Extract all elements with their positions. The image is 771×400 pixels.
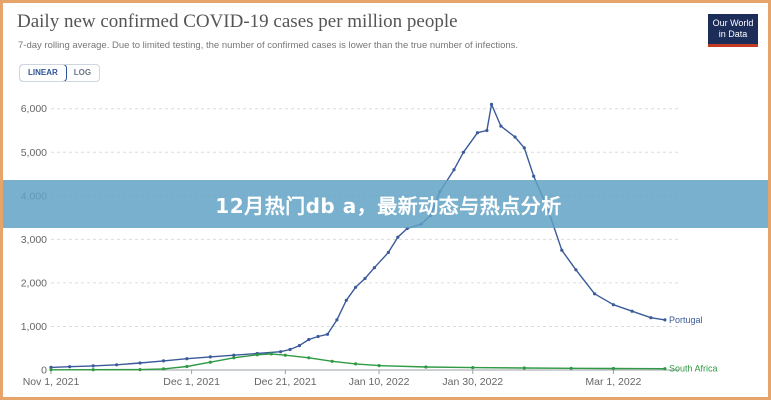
data-point	[560, 248, 564, 252]
data-point	[649, 316, 653, 320]
data-point	[316, 334, 320, 339]
data-point	[138, 368, 142, 372]
data-point	[593, 292, 597, 296]
linear-scale-button[interactable]: LINEAR	[20, 65, 67, 81]
x-tick-label: Jan 10, 2022	[349, 376, 410, 388]
x-axis-ticks: Nov 1, 2021 Dec 1, 2021 Dec 21, 2021 Jan 10…	[23, 370, 642, 388]
data-point	[269, 352, 273, 356]
log-scale-button[interactable]: LOG	[73, 68, 92, 77]
data-point	[363, 276, 367, 281]
data-point	[461, 150, 465, 154]
chart-title: Daily new confirmed COVID-19 cases per m…	[17, 11, 458, 32]
series-line-portugal	[50, 103, 666, 369]
data-point	[161, 359, 166, 363]
logo-line-1: Our World	[712, 18, 754, 28]
data-point	[49, 368, 53, 372]
data-point	[513, 135, 517, 139]
data-point	[532, 174, 536, 178]
data-point	[335, 318, 339, 322]
grid-lines	[51, 108, 679, 371]
data-point	[489, 102, 494, 106]
data-point	[611, 366, 616, 371]
data-point	[208, 360, 212, 364]
y-tick-label: 5,000	[21, 147, 47, 159]
data-point	[452, 168, 456, 172]
headline-banner: 12月热门db a，最新动态与热点分析	[3, 180, 768, 228]
data-point	[161, 367, 166, 371]
data-point	[663, 318, 667, 322]
series-labels: Portugal South Africa	[669, 315, 718, 374]
logo-line-2: in Data	[718, 29, 748, 39]
data-point	[485, 128, 489, 133]
data-point	[288, 347, 292, 352]
data-point	[386, 250, 390, 254]
data-point	[522, 366, 526, 370]
data-point	[279, 350, 283, 354]
data-point	[255, 353, 259, 357]
y-tick-label: 1,000	[21, 321, 47, 333]
data-point	[522, 146, 526, 150]
data-point	[283, 353, 287, 357]
data-point	[396, 235, 400, 239]
data-point	[185, 364, 189, 369]
logo-accent-bar	[708, 44, 758, 47]
data-point	[424, 365, 428, 369]
data-point	[208, 355, 212, 359]
data-point	[471, 366, 475, 370]
owid-logo[interactable]: Our World in Data	[708, 14, 758, 47]
x-tick-label: Dec 1, 2021	[163, 376, 220, 388]
data-point	[377, 364, 381, 368]
data-point	[611, 303, 616, 307]
data-point	[185, 357, 189, 361]
data-point	[307, 337, 311, 342]
x-tick-label: Dec 21, 2021	[254, 376, 317, 388]
data-point	[232, 356, 236, 360]
y-tick-label: 2,000	[21, 277, 47, 289]
data-point	[68, 365, 72, 369]
data-point	[325, 332, 330, 336]
y-tick-label: 6,000	[21, 103, 47, 115]
scale-toggle[interactable]: LINEAR LOG	[19, 64, 101, 82]
x-tick-label: Jan 30, 2022	[442, 376, 503, 388]
data-point	[232, 353, 236, 357]
data-point	[475, 131, 480, 135]
data-point	[663, 367, 667, 371]
series-lines	[49, 102, 667, 372]
data-point	[499, 124, 503, 128]
chart-subtitle: 7-day rolling average. Due to limited te…	[18, 40, 519, 51]
data-point	[630, 309, 634, 313]
data-point	[138, 361, 142, 365]
series-label: South Africa	[669, 364, 718, 374]
y-tick-label: 0	[41, 365, 47, 377]
x-tick-label: Mar 1, 2022	[585, 376, 641, 388]
data-point	[372, 266, 376, 270]
x-tick-label: Nov 1, 2021	[23, 376, 80, 388]
series-line-south-africa	[50, 353, 665, 371]
data-point	[49, 365, 53, 369]
data-point	[574, 268, 578, 272]
data-point	[115, 363, 119, 367]
data-point	[91, 364, 95, 368]
data-point	[330, 359, 334, 363]
data-point	[91, 368, 95, 372]
data-point	[344, 298, 348, 302]
series-label: Portugal	[669, 315, 703, 325]
banner-text: 12月热门db a，最新动态与热点分析	[215, 193, 562, 218]
data-point	[354, 362, 358, 366]
data-point	[354, 285, 358, 289]
data-point	[297, 344, 301, 348]
data-point	[569, 366, 573, 370]
data-point	[307, 356, 311, 360]
y-tick-label: 3,000	[21, 234, 47, 246]
